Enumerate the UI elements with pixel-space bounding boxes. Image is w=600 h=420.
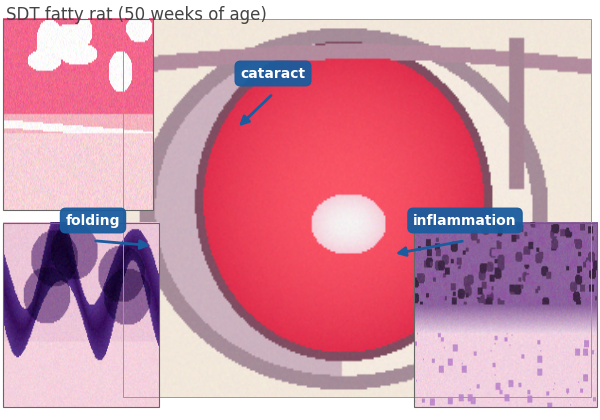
Text: inflammation: inflammation <box>413 213 517 228</box>
Bar <box>123 19 591 397</box>
Bar <box>414 223 597 407</box>
Bar <box>3 223 159 407</box>
Text: folding: folding <box>66 213 120 228</box>
Text: cataract: cataract <box>241 66 305 81</box>
Bar <box>3 19 153 210</box>
Text: SDT fatty rat (50 weeks of age): SDT fatty rat (50 weeks of age) <box>6 6 267 24</box>
